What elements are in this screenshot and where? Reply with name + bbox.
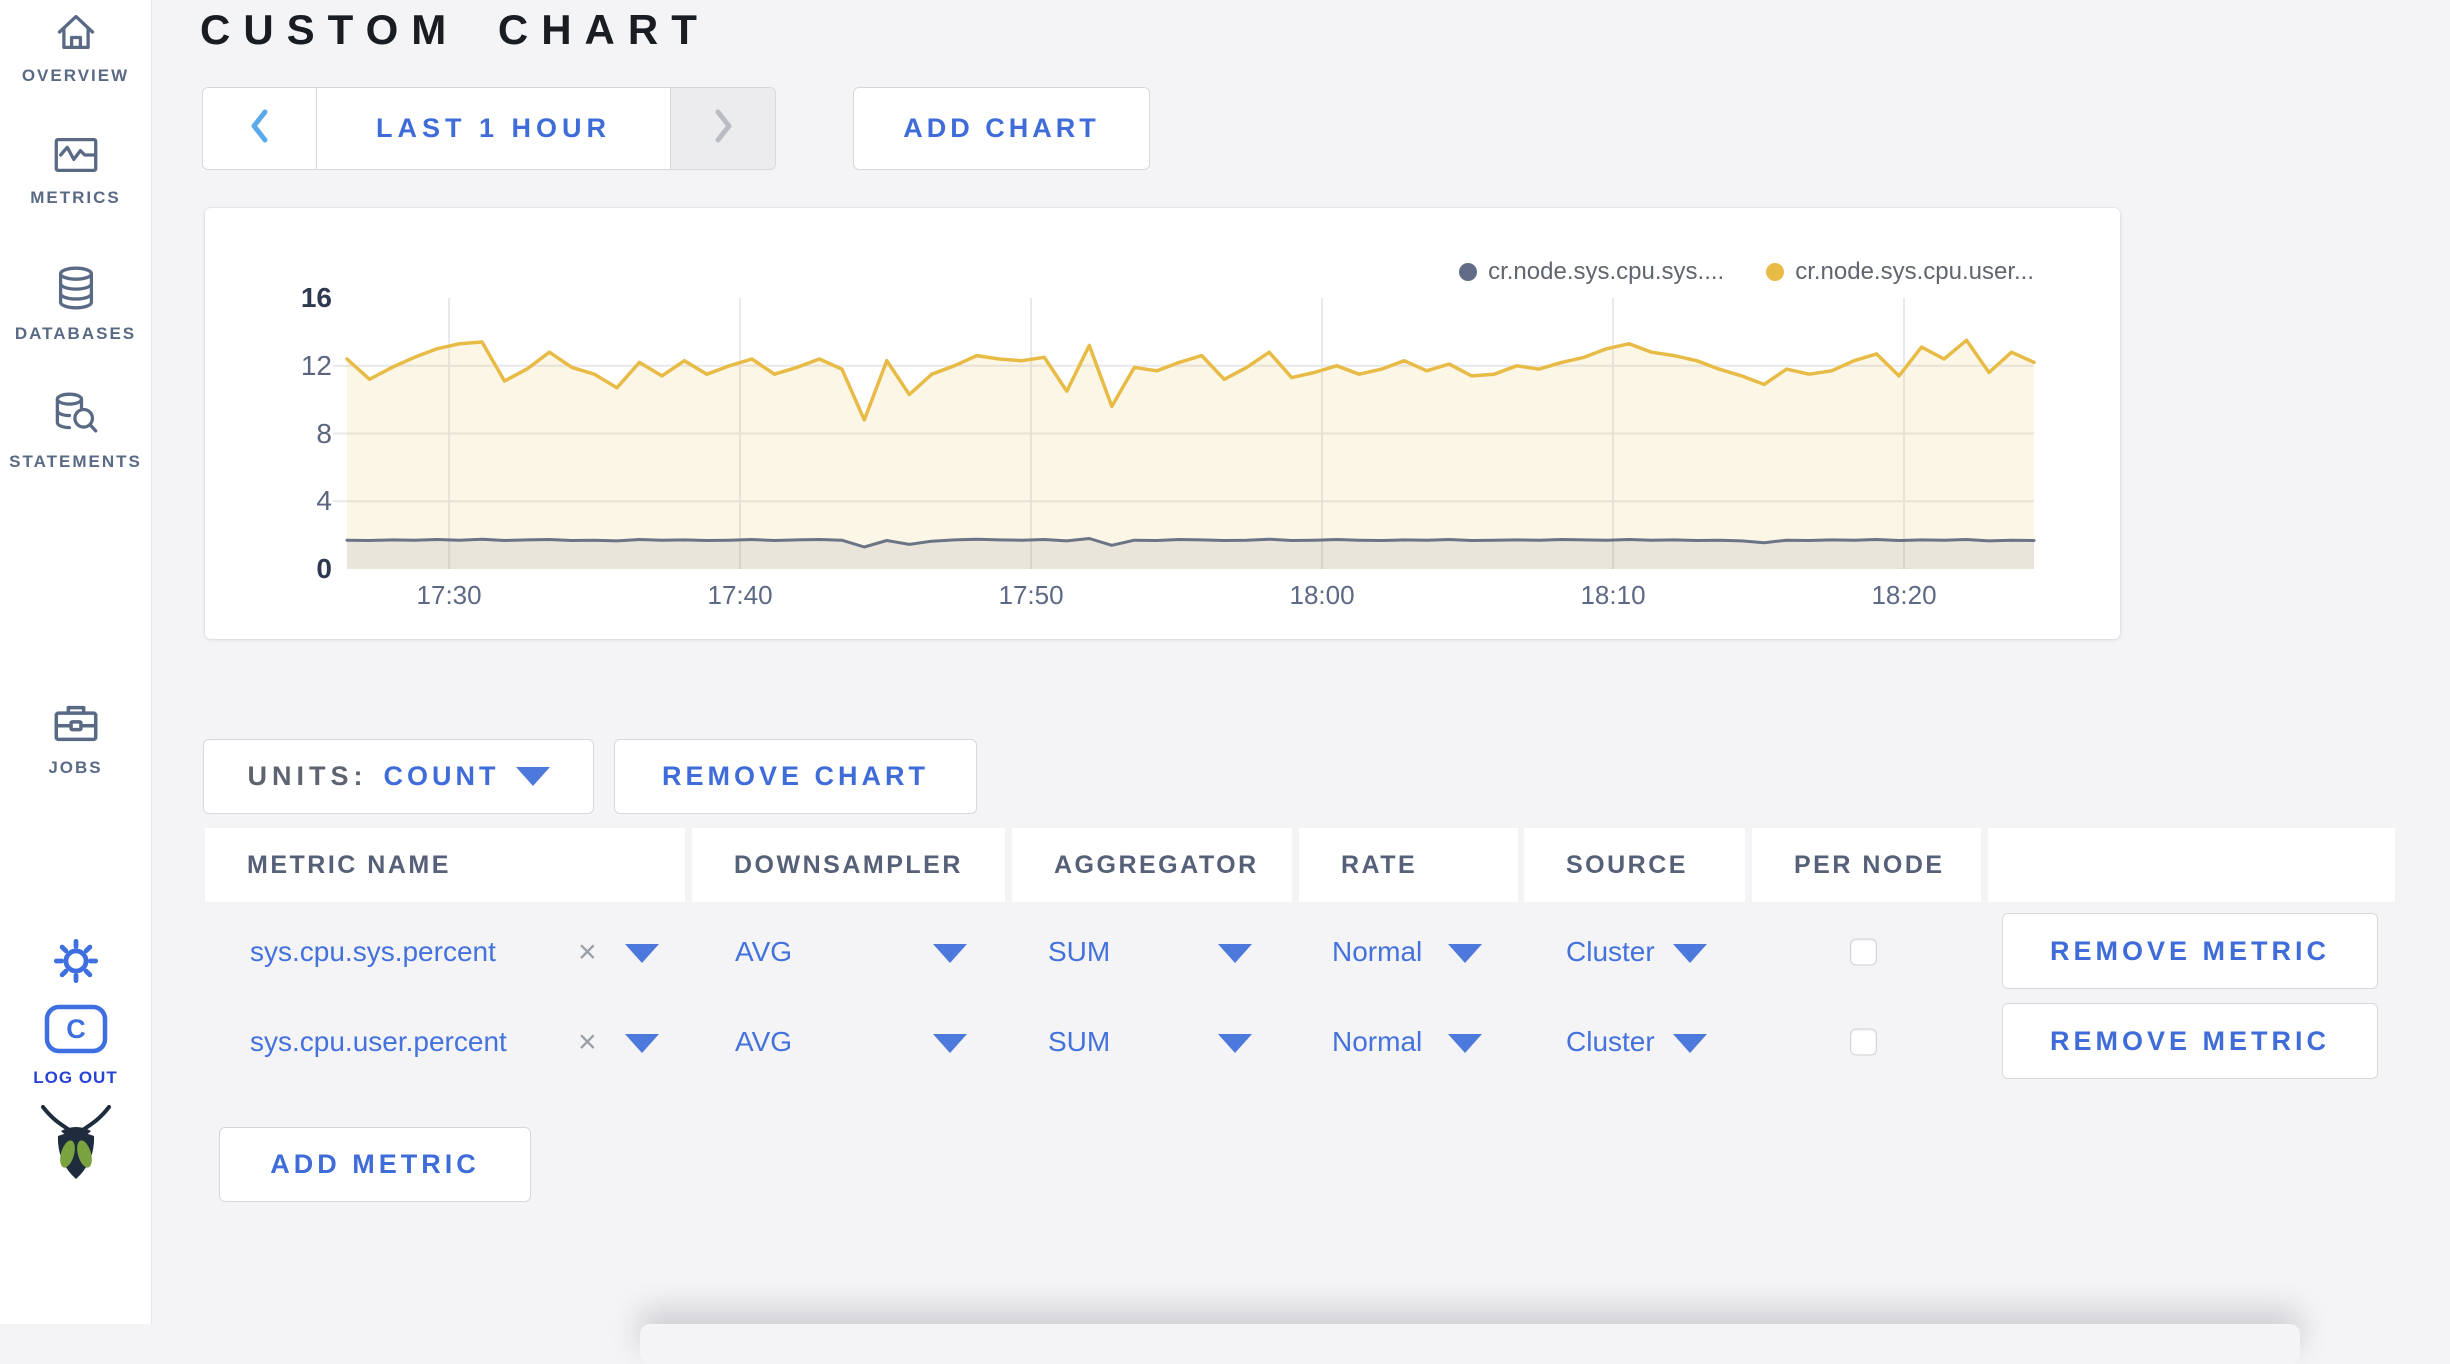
downsampler-chevron-icon[interactable] (933, 944, 967, 964)
rate-chevron-icon[interactable] (1448, 1034, 1482, 1054)
column-header-source: SOURCE (1524, 828, 1745, 902)
metric-name-value[interactable]: sys.cpu.user.percent (250, 1026, 507, 1057)
statements-icon (53, 392, 99, 443)
sidebar-item-label: DATABASES (14, 324, 137, 343)
clear-metric-icon[interactable]: × (578, 933, 597, 970)
metric-dropdown-chevron-icon[interactable] (625, 944, 659, 964)
legend-dot-user (1766, 263, 1785, 281)
rate-chevron-icon[interactable] (1448, 944, 1482, 964)
chevron-left-icon (246, 104, 274, 153)
y-axis-tick: 8 (316, 417, 332, 449)
aggregator-chevron-icon[interactable] (1218, 944, 1252, 964)
legend-item[interactable]: cr.node.sys.cpu.sys.... (1459, 258, 1724, 286)
cockroachdb-c-icon: C (44, 1004, 108, 1059)
sidebar-item-label: OVERVIEW (21, 66, 130, 85)
column-header-rate: RATE (1299, 828, 1518, 902)
x-axis-tick: 17:50 (998, 580, 1064, 610)
source-chevron-icon[interactable] (1673, 944, 1707, 964)
legend-dot-sys (1459, 263, 1478, 281)
add-metric-button[interactable]: ADD METRIC (219, 1127, 531, 1202)
x-axis-tick: 18:00 (1289, 580, 1355, 610)
remove-metric-button[interactable]: REMOVE METRIC (2002, 913, 2378, 989)
chart-plot-area[interactable] (333, 298, 2036, 569)
timeseries-chart (333, 298, 2036, 569)
table-row: sys.cpu.user.percent × AVG SUM Normal Cl… (205, 1003, 2395, 1081)
sidebar-item-label: METRICS (30, 188, 121, 207)
per-node-checkbox[interactable] (1850, 1028, 1877, 1056)
x-axis-tick: 18:10 (1580, 580, 1646, 610)
cockroach-logo (0, 1102, 151, 1187)
add-chart-button[interactable]: ADD CHART (853, 87, 1150, 170)
database-icon (55, 266, 97, 315)
rate-value[interactable]: Normal (1332, 936, 1423, 967)
y-axis-tick: 4 (316, 485, 332, 517)
legend-item[interactable]: cr.node.sys.cpu.user... (1766, 258, 2034, 286)
units-value: COUNT (383, 761, 500, 791)
chevron-right-icon (709, 104, 737, 153)
metric-dropdown-chevron-icon[interactable] (625, 1034, 659, 1054)
sidebar-item-overview[interactable]: OVERVIEW (0, 12, 151, 86)
sidebar: OVERVIEW METRICS DATABASES (0, 0, 152, 1324)
chart-legend: cr.node.sys.cpu.sys.... cr.node.sys.cpu.… (1459, 258, 2034, 286)
sidebar-item-metrics[interactable]: METRICS (0, 136, 151, 208)
legend-label: cr.node.sys.cpu.sys.... (1488, 258, 1725, 285)
briefcase-icon (53, 702, 99, 749)
svg-text:C: C (66, 1014, 86, 1044)
home-icon (54, 12, 98, 57)
y-axis-tick: 0 (316, 553, 332, 584)
downsampler-value[interactable]: AVG (735, 936, 793, 967)
chart-card: cr.node.sys.cpu.sys.... cr.node.sys.cpu.… (205, 208, 2120, 639)
column-header-metric-name: METRIC NAME (205, 828, 685, 902)
x-axis-tick: 17:30 (416, 580, 482, 610)
gear-icon (53, 938, 99, 989)
y-axis-tick: 16 (300, 282, 332, 313)
source-value[interactable]: Cluster (1566, 1026, 1655, 1057)
sidebar-item-jobs[interactable]: JOBS (0, 702, 151, 778)
cockroach-bug-icon (36, 1102, 116, 1187)
aggregator-value[interactable]: SUM (1048, 936, 1111, 967)
clear-metric-icon[interactable]: × (578, 1023, 597, 1060)
x-axis-tick: 18:20 (1871, 580, 1937, 610)
page-title: CUSTOM CHART (200, 6, 710, 53)
next-section-shadow (640, 1324, 2300, 1364)
per-node-checkbox[interactable] (1850, 938, 1877, 966)
sidebar-item-statements[interactable]: STATEMENTS (0, 392, 151, 472)
source-value[interactable]: Cluster (1566, 936, 1655, 967)
chevron-down-icon (515, 767, 550, 786)
units-dropdown[interactable]: UNITS: COUNT (203, 739, 594, 814)
legend-label: cr.node.sys.cpu.user... (1795, 258, 2034, 285)
aggregator-chevron-icon[interactable] (1218, 1034, 1252, 1054)
x-axis-tick: 17:40 (707, 580, 773, 610)
sidebar-item-databases[interactable]: DATABASES (0, 266, 151, 344)
settings-button[interactable] (0, 938, 151, 989)
logout-button[interactable]: C LOG OUT (0, 1004, 151, 1088)
sidebar-item-label: JOBS (48, 758, 103, 777)
source-chevron-icon[interactable] (1673, 1034, 1707, 1054)
time-range-label[interactable]: LAST 1 HOUR (375, 113, 611, 143)
time-range-selector: LAST 1 HOUR (202, 87, 776, 170)
column-header-actions (1988, 828, 2395, 902)
units-label: UNITS: (247, 761, 368, 791)
metric-name-value[interactable]: sys.cpu.sys.percent (250, 936, 496, 967)
time-range-next-button[interactable] (670, 88, 775, 169)
logout-label: LOG OUT (33, 1068, 118, 1087)
table-row: sys.cpu.sys.percent × AVG SUM Normal Clu… (205, 913, 2395, 991)
aggregator-value[interactable]: SUM (1048, 1026, 1111, 1057)
downsampler-chevron-icon[interactable] (933, 1034, 967, 1054)
sidebar-item-label: STATEMENTS (9, 452, 142, 471)
time-range-prev-button[interactable] (203, 88, 317, 169)
remove-metric-button[interactable]: REMOVE METRIC (2002, 1003, 2378, 1079)
downsampler-value[interactable]: AVG (735, 1026, 793, 1057)
y-axis-tick: 12 (300, 349, 332, 381)
remove-chart-button[interactable]: REMOVE CHART (614, 739, 977, 814)
rate-value[interactable]: Normal (1332, 1026, 1423, 1057)
metrics-icon (53, 136, 99, 179)
column-header-per-node: PER NODE (1752, 828, 1981, 902)
column-header-downsampler: DOWNSAMPLER (692, 828, 1005, 902)
column-header-aggregator: AGGREGATOR (1012, 828, 1292, 902)
